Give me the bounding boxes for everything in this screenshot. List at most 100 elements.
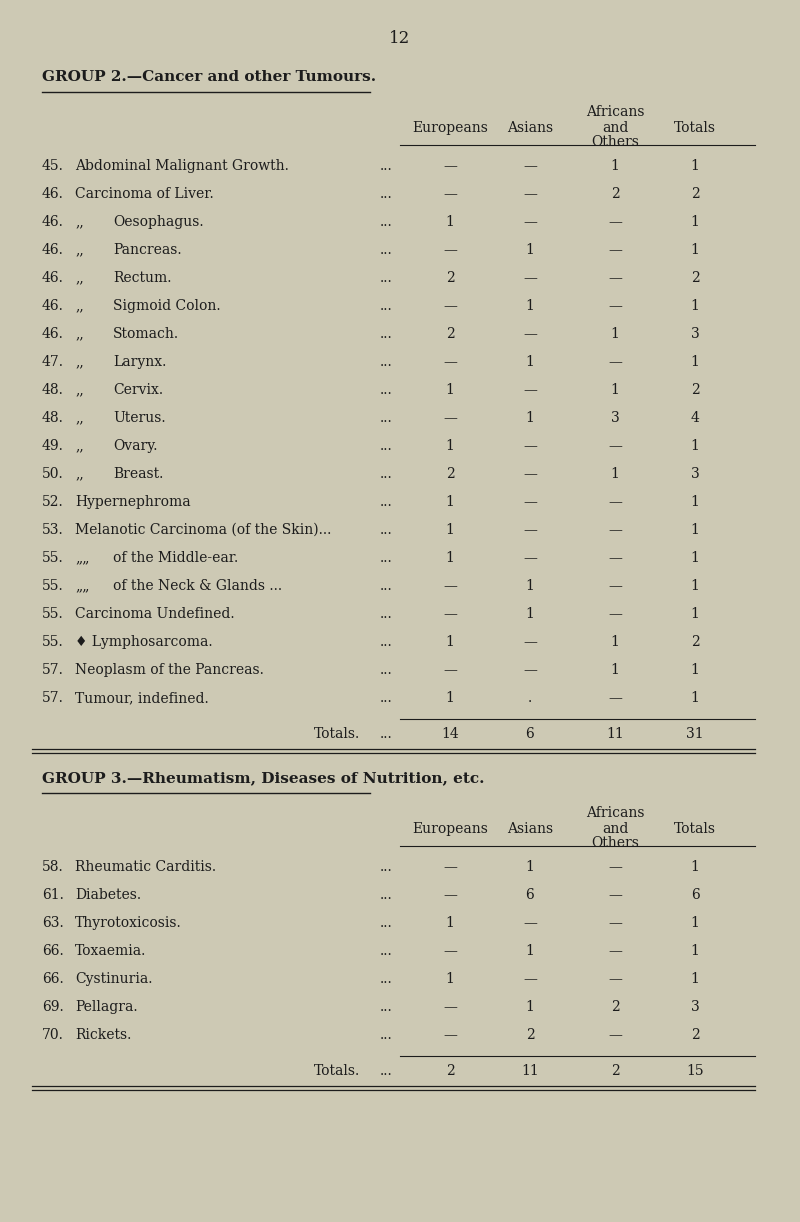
Text: Carcinoma of Liver.: Carcinoma of Liver.: [75, 187, 214, 200]
Text: —: —: [608, 579, 622, 593]
Text: —: —: [523, 327, 537, 341]
Text: 49.: 49.: [42, 439, 64, 453]
Text: 1: 1: [690, 551, 699, 565]
Text: —: —: [523, 916, 537, 930]
Text: 6: 6: [526, 888, 534, 902]
Text: ...: ...: [380, 1064, 393, 1078]
Text: Totals: Totals: [674, 121, 716, 134]
Text: and: and: [602, 121, 628, 134]
Text: 1: 1: [690, 860, 699, 874]
Text: —: —: [523, 215, 537, 229]
Text: —: —: [608, 945, 622, 958]
Text: ...: ...: [380, 1000, 393, 1014]
Text: ♦ Lymphosarcoma.: ♦ Lymphosarcoma.: [75, 635, 213, 649]
Text: —: —: [608, 607, 622, 621]
Text: —: —: [443, 607, 457, 621]
Text: Thyrotoxicosis.: Thyrotoxicosis.: [75, 916, 182, 930]
Text: 1: 1: [446, 215, 454, 229]
Text: GROUP 2.—Cancer and other Tumours.: GROUP 2.—Cancer and other Tumours.: [42, 70, 376, 84]
Text: Others: Others: [591, 836, 639, 851]
Text: —: —: [608, 888, 622, 902]
Text: Hypernephroma: Hypernephroma: [75, 495, 190, 510]
Text: —: —: [523, 271, 537, 285]
Text: 3: 3: [610, 411, 619, 425]
Text: Tumour, indefined.: Tumour, indefined.: [75, 690, 209, 705]
Text: Carcinoma Undefined.: Carcinoma Undefined.: [75, 607, 234, 621]
Text: 1: 1: [690, 971, 699, 986]
Text: 2: 2: [610, 187, 619, 200]
Text: 46.: 46.: [42, 243, 64, 257]
Text: 3: 3: [690, 1000, 699, 1014]
Text: 46.: 46.: [42, 271, 64, 285]
Text: 1: 1: [526, 411, 534, 425]
Text: 55.: 55.: [42, 551, 64, 565]
Text: —: —: [443, 243, 457, 257]
Text: 12: 12: [390, 31, 410, 46]
Text: 31: 31: [686, 727, 704, 741]
Text: 1: 1: [526, 945, 534, 958]
Text: 1: 1: [610, 159, 619, 174]
Text: 2: 2: [690, 1028, 699, 1042]
Text: ...: ...: [380, 243, 393, 257]
Text: 57.: 57.: [42, 690, 64, 705]
Text: 15: 15: [686, 1064, 704, 1078]
Text: 1: 1: [690, 579, 699, 593]
Text: ,,: ,,: [75, 439, 84, 453]
Text: 14: 14: [441, 727, 459, 741]
Text: —: —: [608, 523, 622, 536]
Text: Abdominal Malignant Growth.: Abdominal Malignant Growth.: [75, 159, 289, 174]
Text: 48.: 48.: [42, 382, 64, 397]
Text: 61.: 61.: [42, 888, 64, 902]
Text: —: —: [523, 439, 537, 453]
Text: ...: ...: [380, 888, 393, 902]
Text: Africans: Africans: [586, 105, 644, 119]
Text: „„: „„: [75, 579, 90, 593]
Text: 1: 1: [526, 579, 534, 593]
Text: 1: 1: [526, 243, 534, 257]
Text: 1: 1: [690, 439, 699, 453]
Text: ,,: ,,: [75, 243, 84, 257]
Text: 1: 1: [610, 327, 619, 341]
Text: Cervix.: Cervix.: [113, 382, 163, 397]
Text: 1: 1: [446, 551, 454, 565]
Text: Oesophagus.: Oesophagus.: [113, 215, 204, 229]
Text: 1: 1: [690, 356, 699, 369]
Text: Pancreas.: Pancreas.: [113, 243, 182, 257]
Text: —: —: [443, 579, 457, 593]
Text: 1: 1: [446, 971, 454, 986]
Text: —: —: [608, 690, 622, 705]
Text: 1: 1: [610, 467, 619, 481]
Text: 46.: 46.: [42, 215, 64, 229]
Text: —: —: [523, 382, 537, 397]
Text: Stomach.: Stomach.: [113, 327, 179, 341]
Text: —: —: [523, 523, 537, 536]
Text: 1: 1: [690, 945, 699, 958]
Text: —: —: [443, 187, 457, 200]
Text: 2: 2: [610, 1064, 619, 1078]
Text: ...: ...: [380, 551, 393, 565]
Text: 2: 2: [526, 1028, 534, 1042]
Text: 53.: 53.: [42, 523, 64, 536]
Text: 1: 1: [526, 356, 534, 369]
Text: ...: ...: [380, 607, 393, 621]
Text: Rheumatic Carditis.: Rheumatic Carditis.: [75, 860, 216, 874]
Text: —: —: [608, 916, 622, 930]
Text: 2: 2: [690, 271, 699, 285]
Text: 2: 2: [446, 467, 454, 481]
Text: Diabetes.: Diabetes.: [75, 888, 141, 902]
Text: 66.: 66.: [42, 971, 64, 986]
Text: Uterus.: Uterus.: [113, 411, 166, 425]
Text: ...: ...: [380, 1028, 393, 1042]
Text: ...: ...: [380, 215, 393, 229]
Text: —: —: [443, 1000, 457, 1014]
Text: ...: ...: [380, 635, 393, 649]
Text: ...: ...: [380, 495, 393, 510]
Text: ,,: ,,: [75, 215, 84, 229]
Text: Larynx.: Larynx.: [113, 356, 166, 369]
Text: 69.: 69.: [42, 1000, 64, 1014]
Text: 1: 1: [446, 690, 454, 705]
Text: Cystinuria.: Cystinuria.: [75, 971, 153, 986]
Text: Asians: Asians: [507, 121, 553, 134]
Text: —: —: [443, 860, 457, 874]
Text: ...: ...: [380, 439, 393, 453]
